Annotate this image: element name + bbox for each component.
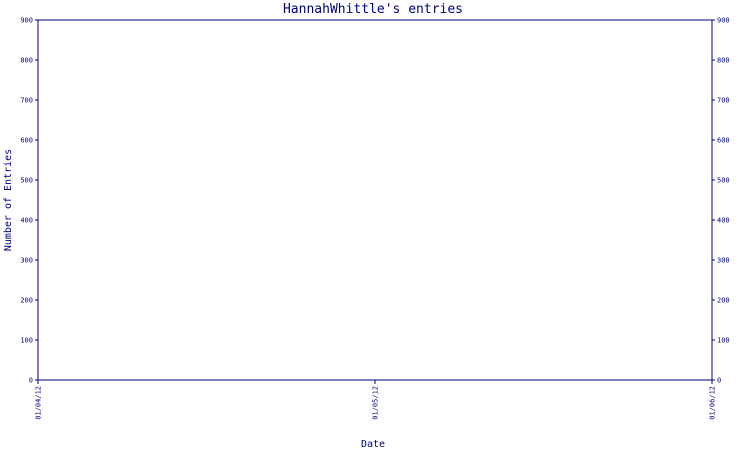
y-tick-label: 600 [20, 137, 33, 145]
y-right-tick-label: 400 [717, 217, 730, 225]
y-right-tick-label: 900 [717, 17, 730, 25]
y-right-tick-label: 0 [717, 377, 721, 385]
y-right-tick-label: 200 [717, 297, 730, 305]
y-axis-title: Number of Entries [3, 149, 14, 251]
y-right-tick-label: 800 [717, 57, 730, 65]
y-tick-label: 200 [20, 297, 33, 305]
y-axis-right: 0 100 200 300 400 500 600 700 800 900 [712, 17, 730, 385]
y-right-tick-label: 700 [717, 97, 730, 105]
y-tick-label: 400 [20, 217, 33, 225]
y-right-tick-label: 100 [717, 337, 730, 345]
y-right-tick-label: 300 [717, 257, 730, 265]
y-tick-label: 800 [20, 57, 33, 65]
chart-title: HannahWhittle's entries [283, 2, 463, 17]
x-axis-title: Date [361, 439, 385, 450]
plot-frame [37, 19, 713, 381]
y-tick-label: 0 [29, 377, 33, 385]
x-tick-label: 01/05/12 [372, 386, 380, 420]
x-tick-label: 01/04/12 [35, 386, 43, 420]
y-right-tick-label: 600 [717, 137, 730, 145]
y-axis-left: 0 100 200 300 400 500 600 700 800 900 [20, 17, 38, 385]
y-tick-label: 900 [20, 17, 33, 25]
x-tick-label: 01/06/12 [709, 386, 717, 420]
x-axis: 01/04/12 01/05/12 01/06/12 [35, 380, 717, 420]
y-tick-label: 300 [20, 257, 33, 265]
y-right-tick-label: 500 [717, 177, 730, 185]
y-tick-label: 100 [20, 337, 33, 345]
y-tick-label: 500 [20, 177, 33, 185]
y-tick-label: 700 [20, 97, 33, 105]
